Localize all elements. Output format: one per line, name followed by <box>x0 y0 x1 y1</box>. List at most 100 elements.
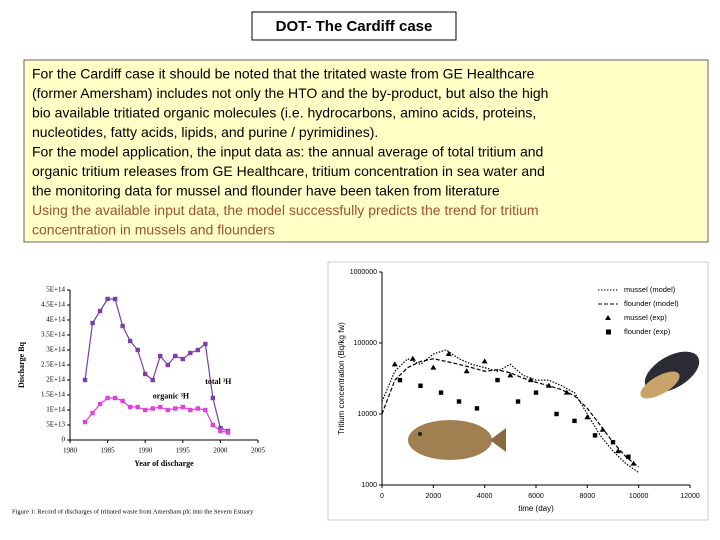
point <box>630 460 637 466</box>
x-tick-label: 1980 <box>63 447 78 455</box>
point <box>610 440 616 445</box>
text-line: bio available tritiated organic molecule… <box>32 105 536 121</box>
point <box>218 425 223 431</box>
x-tick-label: 1990 <box>138 447 153 455</box>
x-tick-label: 1985 <box>101 447 116 455</box>
point <box>180 404 185 410</box>
x-tick-label: 4000 <box>477 493 493 500</box>
point <box>391 361 398 367</box>
legend-symbol <box>606 329 611 335</box>
y-tick-label: 1E+14 <box>46 406 65 414</box>
point <box>120 323 125 329</box>
x-tick-label: 10000 <box>629 493 649 500</box>
y-tick-label: 100000 <box>354 340 377 347</box>
point <box>90 320 95 326</box>
legend-label: mussel (exp) <box>624 313 667 322</box>
y-tick-label: 1000 <box>361 482 377 489</box>
point <box>165 407 170 413</box>
point <box>90 410 95 416</box>
point <box>626 454 631 459</box>
text-box <box>23 59 709 243</box>
point <box>495 377 500 383</box>
point <box>105 296 110 302</box>
point <box>584 414 591 420</box>
point <box>143 407 148 413</box>
figure-caption: Figure 1: Record of discharges of tritia… <box>12 508 254 515</box>
mussel-photo <box>640 351 700 399</box>
point <box>554 411 559 417</box>
point <box>135 404 140 410</box>
y-tick-label: 1000000 <box>350 269 377 276</box>
point <box>218 428 223 434</box>
title-box <box>251 11 457 41</box>
point <box>507 372 514 378</box>
y-tick-label: 3E+14 <box>46 346 65 354</box>
point <box>82 419 88 425</box>
point <box>203 407 208 413</box>
point <box>445 350 452 356</box>
point <box>127 404 133 410</box>
point <box>203 341 208 347</box>
y-tick-label: 2.5E+14 <box>41 361 65 369</box>
point <box>430 364 437 370</box>
point <box>150 377 155 383</box>
text-line: the monitoring data for mussel and floun… <box>32 183 500 199</box>
point <box>438 390 444 395</box>
x-tick-label: 12000 <box>680 493 700 500</box>
point <box>615 448 622 454</box>
point <box>165 362 170 368</box>
point <box>418 383 423 388</box>
y-tick-label: 3.5E+14 <box>41 331 65 339</box>
x-tick-label: 2005 <box>251 447 266 455</box>
point <box>97 401 103 407</box>
point <box>195 406 201 411</box>
point <box>82 377 88 383</box>
y-tick-label: 4.5E+14 <box>41 301 65 309</box>
left-figure <box>8 258 272 520</box>
y-tick-label: 0 <box>62 436 66 444</box>
point <box>210 422 216 428</box>
point <box>135 347 140 353</box>
y-tick-label: 1.5E+14 <box>41 391 65 399</box>
point <box>409 355 416 361</box>
point <box>180 356 185 362</box>
x-tick-label: 6000 <box>528 493 544 500</box>
point <box>474 406 480 411</box>
y-axis-label: Tritium concentration (Bq/kg fw) <box>337 322 346 435</box>
text-line: nucleotides, fatty acids, lipids, and pu… <box>32 124 378 140</box>
x-tick-label: 8000 <box>580 493 596 500</box>
text-line: (former Amersham) includes not only the … <box>32 85 548 101</box>
point <box>533 390 539 395</box>
legend-label: mussel (model) <box>624 285 676 294</box>
series-annotation: total ³H <box>205 377 232 386</box>
text-line: For the model application, the input dat… <box>32 144 543 160</box>
point <box>527 377 534 383</box>
point <box>173 353 178 359</box>
y-tick-label: 5E+14 <box>46 286 65 294</box>
text-line: organic tritium releases from GE Healthc… <box>32 163 545 179</box>
y-tick-label: 5E+13 <box>46 421 65 429</box>
point <box>481 358 488 364</box>
point <box>127 338 133 344</box>
flounder-photo <box>408 420 506 460</box>
x-axis-label: Year of discharge <box>134 459 194 468</box>
y-tick-label: 2E+14 <box>46 376 65 384</box>
point <box>545 382 552 388</box>
x-tick-label: 1995 <box>176 447 191 455</box>
point <box>158 404 163 410</box>
point <box>112 395 118 401</box>
point <box>143 371 148 377</box>
point <box>463 368 470 374</box>
series-line <box>381 358 640 468</box>
x-tick-label: 2000 <box>426 493 442 500</box>
text-line: For the Cardiff case it should be noted … <box>32 66 535 82</box>
series-annotation: organic ³H <box>153 391 190 400</box>
x-tick-label: 2000 <box>213 447 228 455</box>
text-line: Using the available input data, the mode… <box>32 202 539 218</box>
point <box>188 407 193 413</box>
point <box>150 406 155 411</box>
legend-label: flounder (exp) <box>624 327 671 336</box>
point <box>173 406 178 411</box>
y-tick-label: 10000 <box>358 411 378 418</box>
